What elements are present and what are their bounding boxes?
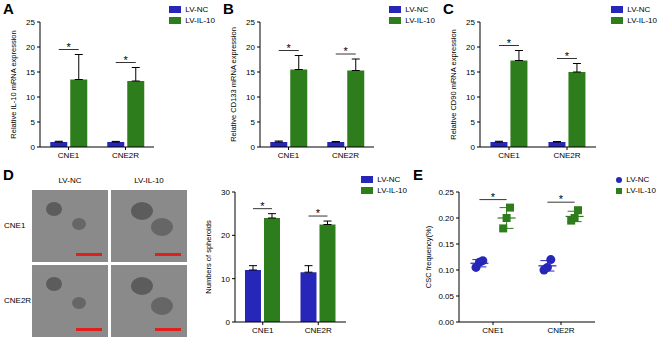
html-text:LV-NC: LV-NC <box>377 175 401 184</box>
svg-text:Relative CD133 mRNA expression: Relative CD133 mRNA expression <box>229 27 238 142</box>
svg-text:*: * <box>565 50 570 62</box>
html-text:LV-IL-10: LV-IL-10 <box>626 186 656 195</box>
svg-text:Numbers of spheroids: Numbers of spheroids <box>204 220 213 294</box>
svg-text:CNE2R: CNE2R <box>305 326 332 335</box>
svg-text:CNE2R: CNE2R <box>332 151 359 160</box>
svg-text:0: 0 <box>471 143 476 152</box>
html-text:LV-IL-10: LV-IL-10 <box>405 16 435 25</box>
html-text:LV-IL-10: LV-IL-10 <box>185 16 215 25</box>
html-text:LV-NC: LV-NC <box>627 5 651 14</box>
html-text:LV-NC: LV-NC <box>626 175 650 184</box>
svg-text:0.05: 0.05 <box>438 292 454 301</box>
html-text:CNE2R: CNE2R <box>4 296 32 305</box>
svg-text:25: 25 <box>246 18 255 27</box>
svg-text:0.10: 0.10 <box>438 266 454 275</box>
svg-text:Relative CD90 mRNA expression: Relative CD90 mRNA expression <box>449 29 458 139</box>
html-text:LV-NC: LV-NC <box>58 176 82 185</box>
html-text:C: C <box>443 0 454 17</box>
svg-text:10: 10 <box>26 93 35 102</box>
svg-text:20: 20 <box>221 231 230 240</box>
svg-text:0.00: 0.00 <box>438 318 454 327</box>
svg-text:10: 10 <box>246 93 255 102</box>
html-text:LV-NC: LV-NC <box>185 5 209 14</box>
svg-text:0.15: 0.15 <box>438 240 454 249</box>
svg-text:0.25: 0.25 <box>438 188 454 197</box>
html-text:LV-IL-10: LV-IL-10 <box>377 186 407 195</box>
svg-text:*: * <box>287 42 292 54</box>
svg-text:*: * <box>260 200 265 212</box>
svg-text:30: 30 <box>221 188 230 197</box>
svg-text:5: 5 <box>471 118 476 127</box>
svg-text:*: * <box>67 41 72 53</box>
html-text:B: B <box>223 0 234 17</box>
svg-text:15: 15 <box>26 68 35 77</box>
svg-text:CNE1: CNE1 <box>278 151 300 160</box>
svg-text:CNE2R: CNE2R <box>547 326 574 335</box>
svg-text:*: * <box>559 193 564 205</box>
svg-text:25: 25 <box>26 18 35 27</box>
svg-text:20: 20 <box>26 43 35 52</box>
html-text:LV-IL-10: LV-IL-10 <box>134 176 164 185</box>
svg-text:20: 20 <box>246 43 255 52</box>
svg-text:CNE2R: CNE2R <box>553 151 580 160</box>
svg-text:0: 0 <box>226 318 231 327</box>
svg-text:CSC frequency(%): CSC frequency(%) <box>424 225 433 288</box>
svg-text:*: * <box>507 37 512 49</box>
svg-text:CNE1: CNE1 <box>482 326 504 335</box>
html-text:D: D <box>3 166 14 183</box>
svg-text:Relative IL-10 mRNA expression: Relative IL-10 mRNA expression <box>9 30 18 138</box>
svg-text:CNE1: CNE1 <box>498 151 520 160</box>
html-text:E: E <box>413 166 423 183</box>
svg-text:0: 0 <box>31 143 36 152</box>
svg-text:25: 25 <box>466 18 475 27</box>
html-text:LV-NC: LV-NC <box>405 5 429 14</box>
html-text:CNE1: CNE1 <box>4 221 26 230</box>
html-text:LV-IL-10: LV-IL-10 <box>627 16 657 25</box>
svg-text:*: * <box>344 45 349 57</box>
svg-text:15: 15 <box>246 68 255 77</box>
svg-text:CNE1: CNE1 <box>58 151 80 160</box>
svg-text:*: * <box>124 54 129 66</box>
svg-text:CNE1: CNE1 <box>252 326 274 335</box>
svg-text:0: 0 <box>251 143 256 152</box>
svg-text:20: 20 <box>466 43 475 52</box>
svg-text:10: 10 <box>221 275 230 284</box>
svg-text:CNE2R: CNE2R <box>112 151 139 160</box>
html-text:A: A <box>3 0 14 17</box>
svg-text:*: * <box>491 192 496 203</box>
svg-text:0.20: 0.20 <box>438 214 454 223</box>
svg-text:5: 5 <box>251 118 256 127</box>
svg-text:10: 10 <box>466 93 475 102</box>
svg-text:15: 15 <box>466 68 475 77</box>
svg-text:5: 5 <box>31 118 36 127</box>
svg-text:*: * <box>316 207 321 219</box>
